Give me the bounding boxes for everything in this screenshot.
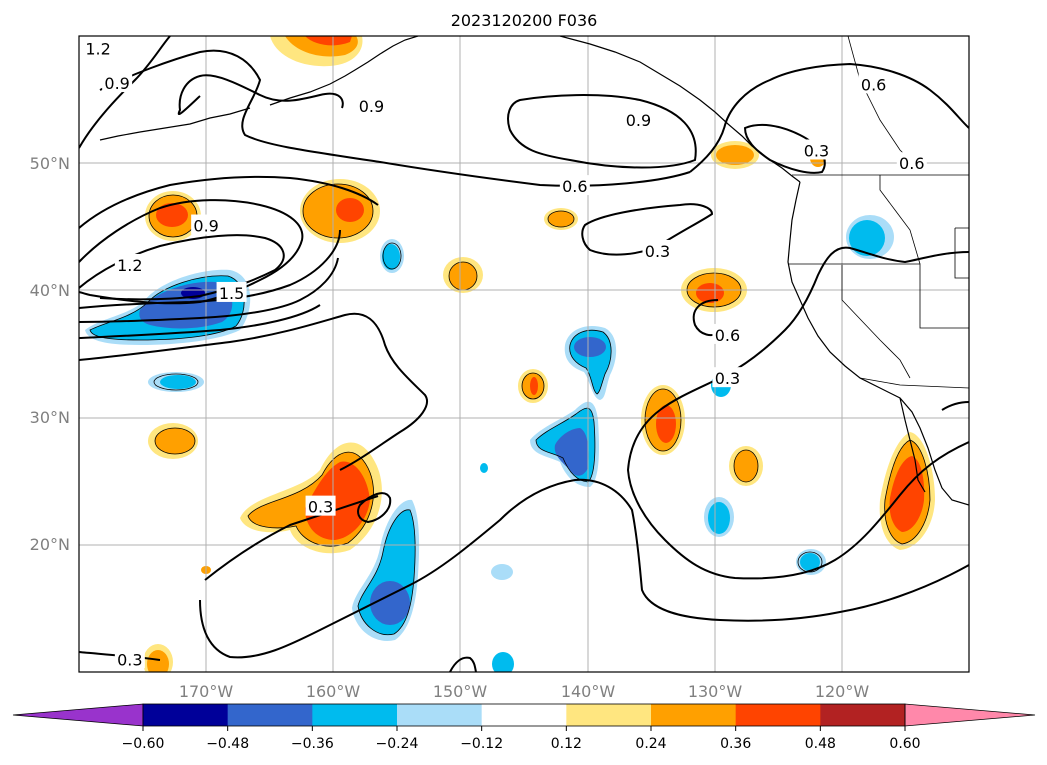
contour-label: 0.9 — [104, 74, 129, 93]
lat-tick-label: 40°N — [30, 281, 70, 300]
colorbar-label: −0.36 — [291, 736, 334, 752]
contour-label-background — [712, 323, 743, 344]
negative-anomaly-shading — [85, 215, 894, 672]
colorbar-segment — [397, 704, 483, 726]
contour-label: 0.9 — [359, 97, 384, 116]
lat-tick-label: 20°N — [30, 535, 70, 554]
contour-label: 1.5 — [219, 284, 244, 303]
colorbar-extend-low — [12, 703, 144, 727]
contour-label: 0.6 — [861, 75, 886, 94]
lon-tick-label: 140°W — [561, 682, 616, 701]
colorbar-segment — [481, 704, 567, 726]
colorbar-label: 0.60 — [889, 736, 920, 752]
contour-label: 0.9 — [626, 111, 651, 130]
contour-label: 0.9 — [193, 217, 218, 236]
contour-label-background — [191, 214, 222, 235]
colorbar: −0.60 −0.48 −0.36 −0.24 −0.12 0.12 0.24 0.36 0.4… — [12, 703, 1036, 752]
contour-label-background — [642, 239, 673, 260]
figure-title: 2023120200 F036 — [451, 11, 598, 30]
colorbar-segment — [651, 704, 737, 726]
contour-label-background — [114, 253, 145, 274]
colorbar-label: −0.48 — [206, 736, 249, 752]
colorbar-label: −0.12 — [460, 736, 503, 752]
map-frame — [78, 35, 970, 673]
latitude-tick-labels: 20°N 30°N 40°N 50°N — [30, 154, 70, 554]
colorbar-segment — [312, 704, 398, 726]
colorbar-label: 0.36 — [720, 736, 751, 752]
contour-label-background — [83, 37, 114, 58]
contour-label-background — [102, 72, 133, 93]
contour-label: 0.3 — [117, 650, 142, 669]
contour-label: 1.2 — [85, 40, 110, 59]
contour-label: 1.2 — [117, 256, 142, 275]
contour-label: 0.6 — [715, 326, 740, 345]
contour-lines — [79, 36, 969, 672]
contour-label: 0.3 — [715, 369, 740, 388]
lon-tick-label: 170°W — [179, 682, 234, 701]
colorbar-extend-high — [904, 703, 1036, 727]
map-content: 1.2 0.9 0.9 0.9 0.6 0.6 0.3 0.6 0.9 1.2 1.5 0.3 0.6 0… — [79, 36, 969, 672]
contour-labels: 1.2 0.9 0.9 0.9 0.6 0.6 0.3 0.6 0.9 1.2 1.5 0.3 0.6 0… — [83, 37, 927, 669]
colorbar-label: 0.48 — [805, 736, 836, 752]
colorbar-frame — [142, 703, 906, 727]
contour-label-background — [623, 108, 654, 129]
contour-label: 0.3 — [308, 498, 333, 517]
colorbar-label: 0.12 — [551, 736, 582, 752]
contour-label: 0.6 — [562, 177, 587, 196]
colorbar-label: 0.24 — [635, 736, 666, 752]
lat-tick-label: 30°N — [30, 408, 70, 427]
contour-label-background — [712, 367, 743, 388]
lon-tick-label: 160°W — [306, 682, 361, 701]
colorbar-segment — [227, 704, 313, 726]
contour-label-background — [216, 281, 247, 302]
contour-label-background — [114, 648, 145, 669]
colorbar-label: −0.24 — [376, 736, 419, 752]
contour-label-background — [858, 73, 889, 94]
contour-label-background — [801, 139, 832, 160]
contour-label-background — [305, 495, 336, 516]
map-area — [79, 36, 969, 672]
contour-label-background — [896, 152, 927, 173]
contour-label: 0.3 — [645, 242, 670, 261]
colorbar-segment — [735, 704, 821, 726]
contour-label-background — [559, 175, 590, 196]
colorbar-segment — [143, 704, 229, 726]
colorbar-segment — [566, 704, 652, 726]
lon-tick-label: 120°W — [815, 682, 870, 701]
contour-label-background — [356, 94, 387, 115]
colorbar-segment — [820, 704, 906, 726]
lon-tick-label: 130°W — [688, 682, 743, 701]
lat-tick-label: 50°N — [30, 154, 70, 173]
colorbar-label: −0.60 — [122, 736, 165, 752]
lon-tick-label: 150°W — [433, 682, 488, 701]
contour-label: 0.3 — [804, 141, 829, 160]
contour-label: 0.6 — [899, 154, 924, 173]
longitude-tick-labels: 170°W 160°W 150°W 140°W 130°W 120°W — [179, 682, 870, 701]
